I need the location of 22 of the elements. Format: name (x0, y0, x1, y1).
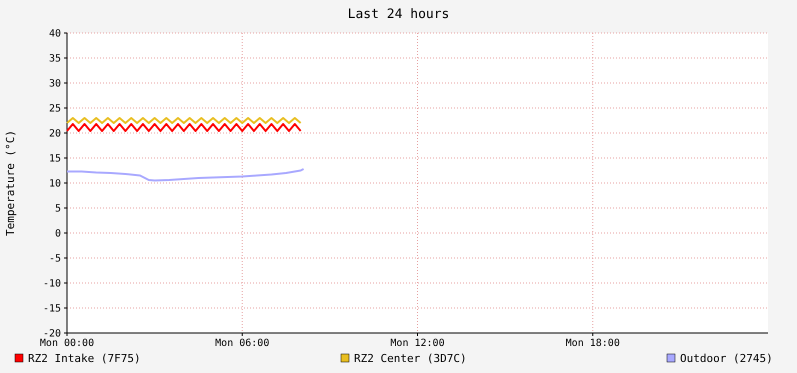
y-tick-label: 5 (54, 204, 61, 214)
y-tick-label: 20 (48, 128, 61, 140)
legend-label: RZ2 Center (3D7C) (354, 352, 467, 365)
x-tick-label: Mon 18:00 (566, 338, 620, 349)
y-tick-label: -10 (42, 278, 61, 290)
legend-label: Outdoor (2745) (680, 352, 773, 365)
y-tick-label: 0 (54, 228, 61, 240)
y-tick-label: 35 (48, 54, 61, 64)
y-tick-label: 40 (48, 28, 61, 40)
y-axis-title: Temperature (°C) (4, 130, 17, 236)
y-tick-label: -5 (48, 254, 61, 264)
y-tick-label: -20 (42, 328, 61, 340)
y-tick-label: 30 (48, 78, 61, 90)
x-tick-label: Mon 06:00 (215, 338, 270, 349)
x-tick-label: Mon 12:00 (390, 338, 445, 349)
y-tick-label: -15 (42, 304, 61, 314)
y-tick-label: 25 (48, 104, 61, 114)
y-tick-label: 15 (48, 154, 61, 164)
chart-title: Last 24 hours (348, 7, 450, 22)
x-tick-label: Mon 00:00 (40, 338, 94, 349)
y-tick-label: 10 (48, 178, 61, 190)
legend-label: RZ2 Intake (7F75) (28, 352, 141, 365)
